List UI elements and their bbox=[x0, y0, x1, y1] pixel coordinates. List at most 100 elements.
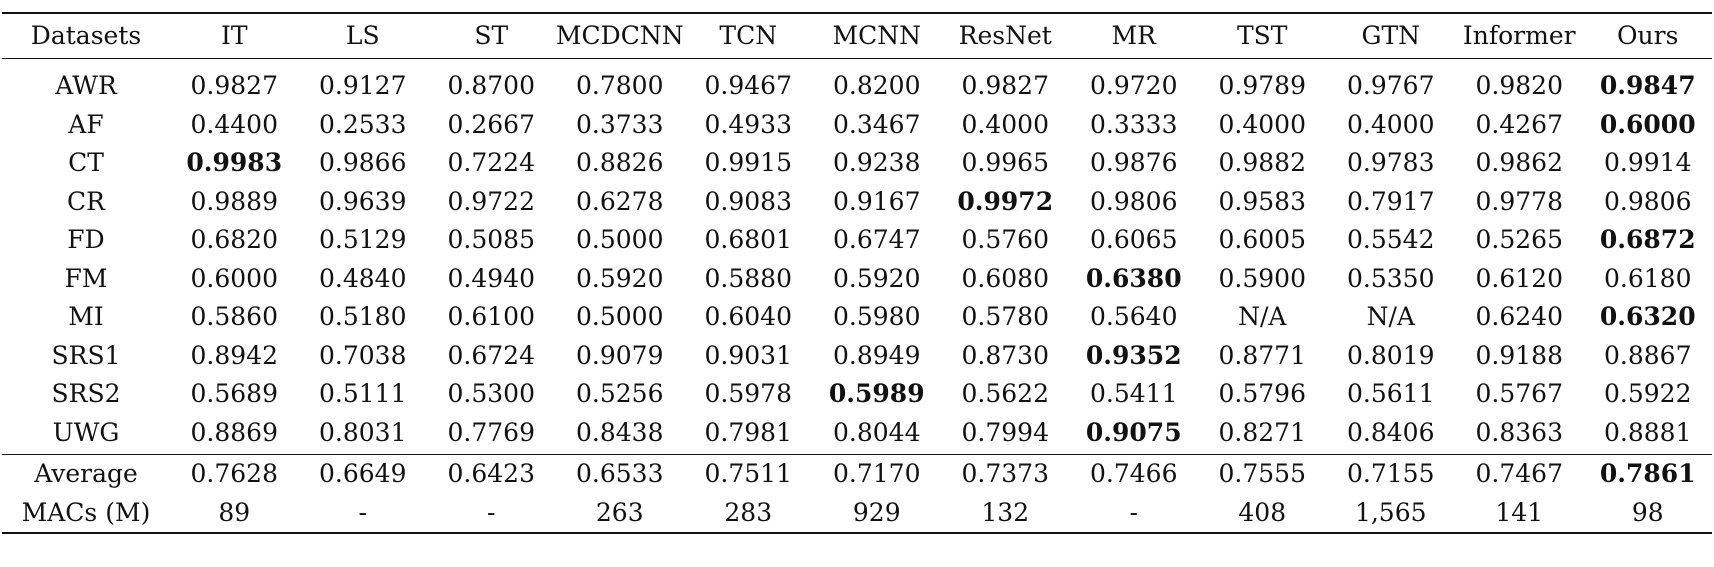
table-cell: 0.4000 bbox=[1218, 109, 1306, 139]
table-cell: 0.9915 bbox=[704, 148, 792, 177]
results-table: Datasets IT LS ST MCDCNN TCN MCNN ResNet MR TST GT… bbox=[2, 12, 1712, 534]
table-cell: 0.6380 bbox=[1085, 263, 1182, 293]
table-cell: - bbox=[487, 497, 496, 527]
table-row: CR 0.9889 0.9639 0.9722 0.6278 0.9083 0.9167 0.… bbox=[2, 183, 1712, 222]
table-cell: 0.9889 bbox=[190, 186, 278, 216]
table-cell: N/A bbox=[1238, 302, 1287, 331]
table-cell: 0.4000 bbox=[961, 109, 1049, 139]
table-cell: 0.7628 bbox=[190, 459, 278, 488]
table-cell: 0.6120 bbox=[1475, 263, 1563, 293]
table-cell: 0.5111 bbox=[319, 379, 407, 408]
table-cell: 0.9720 bbox=[1090, 71, 1178, 100]
table-cell: 0.7373 bbox=[961, 459, 1049, 488]
table-cell: 0.8019 bbox=[1347, 340, 1435, 370]
table-cell: 0.9827 bbox=[190, 71, 278, 100]
table-cell: 0.5000 bbox=[576, 225, 664, 254]
column-header-gtn: GTN bbox=[1361, 21, 1421, 50]
table-cell: 0.8730 bbox=[961, 340, 1049, 370]
table-cell: 0.5256 bbox=[576, 379, 664, 408]
table-cell: 0.8869 bbox=[190, 417, 278, 447]
table-cell: 0.9783 bbox=[1347, 148, 1435, 177]
table-cell: 0.9722 bbox=[447, 186, 535, 216]
table-row: CT 0.9983 0.9866 0.7224 0.8826 0.9915 0.9238 0.… bbox=[2, 144, 1712, 183]
table-row: SRS1 0.8942 0.7038 0.6724 0.9079 0.9031 0.8949… bbox=[2, 337, 1712, 376]
column-header-ours: Ours bbox=[1617, 21, 1679, 50]
table-cell: 0.7155 bbox=[1347, 459, 1435, 488]
table-cell: 0.5085 bbox=[447, 225, 535, 254]
table-cell: 0.6000 bbox=[1599, 109, 1696, 139]
table-cell: 0.9820 bbox=[1475, 71, 1563, 100]
table-cell: 0.9972 bbox=[957, 186, 1054, 216]
table-cell: 0.6005 bbox=[1218, 225, 1306, 254]
table-cell: 0.6747 bbox=[833, 225, 921, 254]
table-cell: 0.5542 bbox=[1347, 225, 1435, 254]
row-label: FD bbox=[67, 225, 105, 254]
table-cell: 0.8942 bbox=[190, 340, 278, 370]
table-cell: 0.5689 bbox=[190, 379, 278, 408]
table-cell: 0.5611 bbox=[1347, 379, 1435, 408]
table-cell: 0.8271 bbox=[1218, 417, 1306, 447]
table-cell: 0.5129 bbox=[319, 225, 407, 254]
table-cell: 132 bbox=[981, 497, 1030, 527]
table-cell: 0.5920 bbox=[833, 263, 921, 293]
table-cell: 0.6040 bbox=[704, 302, 792, 331]
table-cell: 0.7555 bbox=[1218, 459, 1306, 488]
table-cell: 0.5300 bbox=[447, 379, 535, 408]
table-header: Datasets IT LS ST MCDCNN TCN MCNN ResNet MR TST GT… bbox=[2, 13, 1712, 59]
row-label: AWR bbox=[55, 71, 117, 100]
table-cell: 0.4933 bbox=[704, 109, 792, 139]
column-header-resnet: ResNet bbox=[958, 21, 1052, 50]
table-cell: 0.6240 bbox=[1475, 302, 1563, 331]
table-cell: 0.9965 bbox=[961, 148, 1049, 177]
table-cell: 0.6100 bbox=[447, 302, 535, 331]
row-label: MACs (M) bbox=[21, 497, 151, 527]
table-cell: 0.7994 bbox=[961, 417, 1049, 447]
table-cell: 0.9866 bbox=[319, 148, 407, 177]
column-header-datasets: Datasets bbox=[30, 21, 142, 50]
table-cell: 0.3467 bbox=[833, 109, 921, 139]
column-header-ls: LS bbox=[345, 21, 380, 50]
table-cell: 0.6320 bbox=[1599, 302, 1696, 331]
table-cell: 0.3333 bbox=[1090, 109, 1178, 139]
table-cell: 0.9352 bbox=[1085, 340, 1182, 370]
column-header-mr: MR bbox=[1111, 21, 1156, 50]
table-row: UWG 0.8869 0.8031 0.7769 0.8438 0.7981 0.8044 0… bbox=[2, 414, 1712, 455]
table-cell: 0.6000 bbox=[190, 263, 278, 293]
table-cell: 0.8826 bbox=[576, 148, 664, 177]
table-cell: 0.7861 bbox=[1599, 459, 1696, 488]
table-cell: 0.6820 bbox=[190, 225, 278, 254]
table-cell: 0.7466 bbox=[1090, 459, 1178, 488]
row-label: Average bbox=[34, 459, 138, 488]
column-header-st: ST bbox=[474, 21, 509, 50]
column-header-tst: TST bbox=[1237, 21, 1288, 50]
table-row: Average 0.7628 0.6649 0.6423 0.6533 0.7511 0.7… bbox=[2, 454, 1712, 494]
table-cell: 0.7467 bbox=[1475, 459, 1563, 488]
table-cell: 0.9079 bbox=[576, 340, 664, 370]
table-cell: - bbox=[358, 497, 367, 527]
row-label: AF bbox=[68, 109, 104, 139]
table-cell: 0.7981 bbox=[704, 417, 792, 447]
table-body: AWR 0.9827 0.9127 0.8700 0.7800 0.9467 0.8200 0… bbox=[2, 59, 1712, 455]
row-label: CT bbox=[68, 148, 104, 177]
header-row: Datasets IT LS ST MCDCNN TCN MCNN ResNet MR TST GT… bbox=[2, 13, 1712, 59]
table-cell: 0.5000 bbox=[576, 302, 664, 331]
table-cell: 0.5978 bbox=[704, 379, 792, 408]
table-cell: 0.9188 bbox=[1475, 340, 1563, 370]
table-cell: 0.5622 bbox=[961, 379, 1049, 408]
table-cell: 0.6801 bbox=[704, 225, 792, 254]
table-cell: 0.6872 bbox=[1599, 225, 1696, 254]
table-cell: 0.5980 bbox=[833, 302, 921, 331]
table-cell: 0.5265 bbox=[1475, 225, 1563, 254]
table-cell: 0.7038 bbox=[319, 340, 407, 370]
table-row: FD 0.6820 0.5129 0.5085 0.5000 0.6801 0.6747 0.… bbox=[2, 221, 1712, 260]
table-cell: 0.7224 bbox=[447, 148, 535, 177]
table-cell: 0.9789 bbox=[1218, 71, 1306, 100]
table-cell: 0.4840 bbox=[319, 263, 407, 293]
table-cell: 0.7511 bbox=[704, 459, 792, 488]
table-cell: 0.2533 bbox=[319, 109, 407, 139]
table-cell: 0.7769 bbox=[447, 417, 535, 447]
table-cell: 0.9127 bbox=[319, 71, 407, 100]
row-label: CR bbox=[67, 186, 105, 216]
table-cell: 0.8867 bbox=[1604, 340, 1692, 370]
